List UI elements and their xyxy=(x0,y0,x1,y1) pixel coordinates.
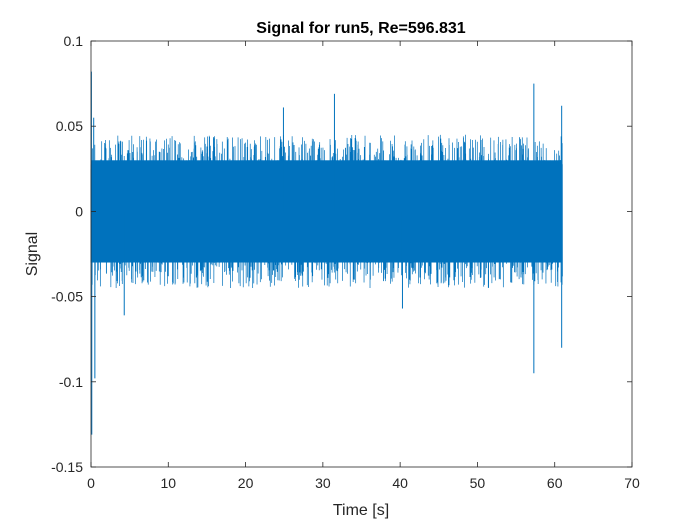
x-tick-label: 0 xyxy=(87,475,95,491)
axes-box xyxy=(90,40,633,468)
y-axis: -0.15 -0.1 -0.05 0 0.05 0.1 xyxy=(51,33,632,475)
signal-core-band xyxy=(91,160,563,263)
y-tick-label: -0.15 xyxy=(51,459,83,475)
y-tick-label: -0.05 xyxy=(51,289,83,305)
x-tick-label: 30 xyxy=(315,475,331,491)
y-axis-label: Signal xyxy=(24,232,41,276)
x-axis: 0 10 20 30 40 50 60 70 xyxy=(87,41,640,491)
x-tick-label: 40 xyxy=(392,475,408,491)
y-tick-label: 0.05 xyxy=(56,118,83,134)
signal-series xyxy=(90,71,563,435)
x-axis-label: Time [s] xyxy=(333,502,389,519)
chart-title: Signal for run5, Re=596.831 xyxy=(256,20,466,37)
y-tick-label: -0.1 xyxy=(59,374,83,390)
x-tick-label: 70 xyxy=(624,475,640,491)
x-tick-label: 10 xyxy=(160,475,176,491)
x-tick-label: 50 xyxy=(470,475,486,491)
x-tick-label: 60 xyxy=(547,475,563,491)
x-tick-label: 20 xyxy=(238,475,254,491)
y-tick-label: 0.1 xyxy=(64,33,84,49)
y-tick-label: 0 xyxy=(75,203,83,219)
